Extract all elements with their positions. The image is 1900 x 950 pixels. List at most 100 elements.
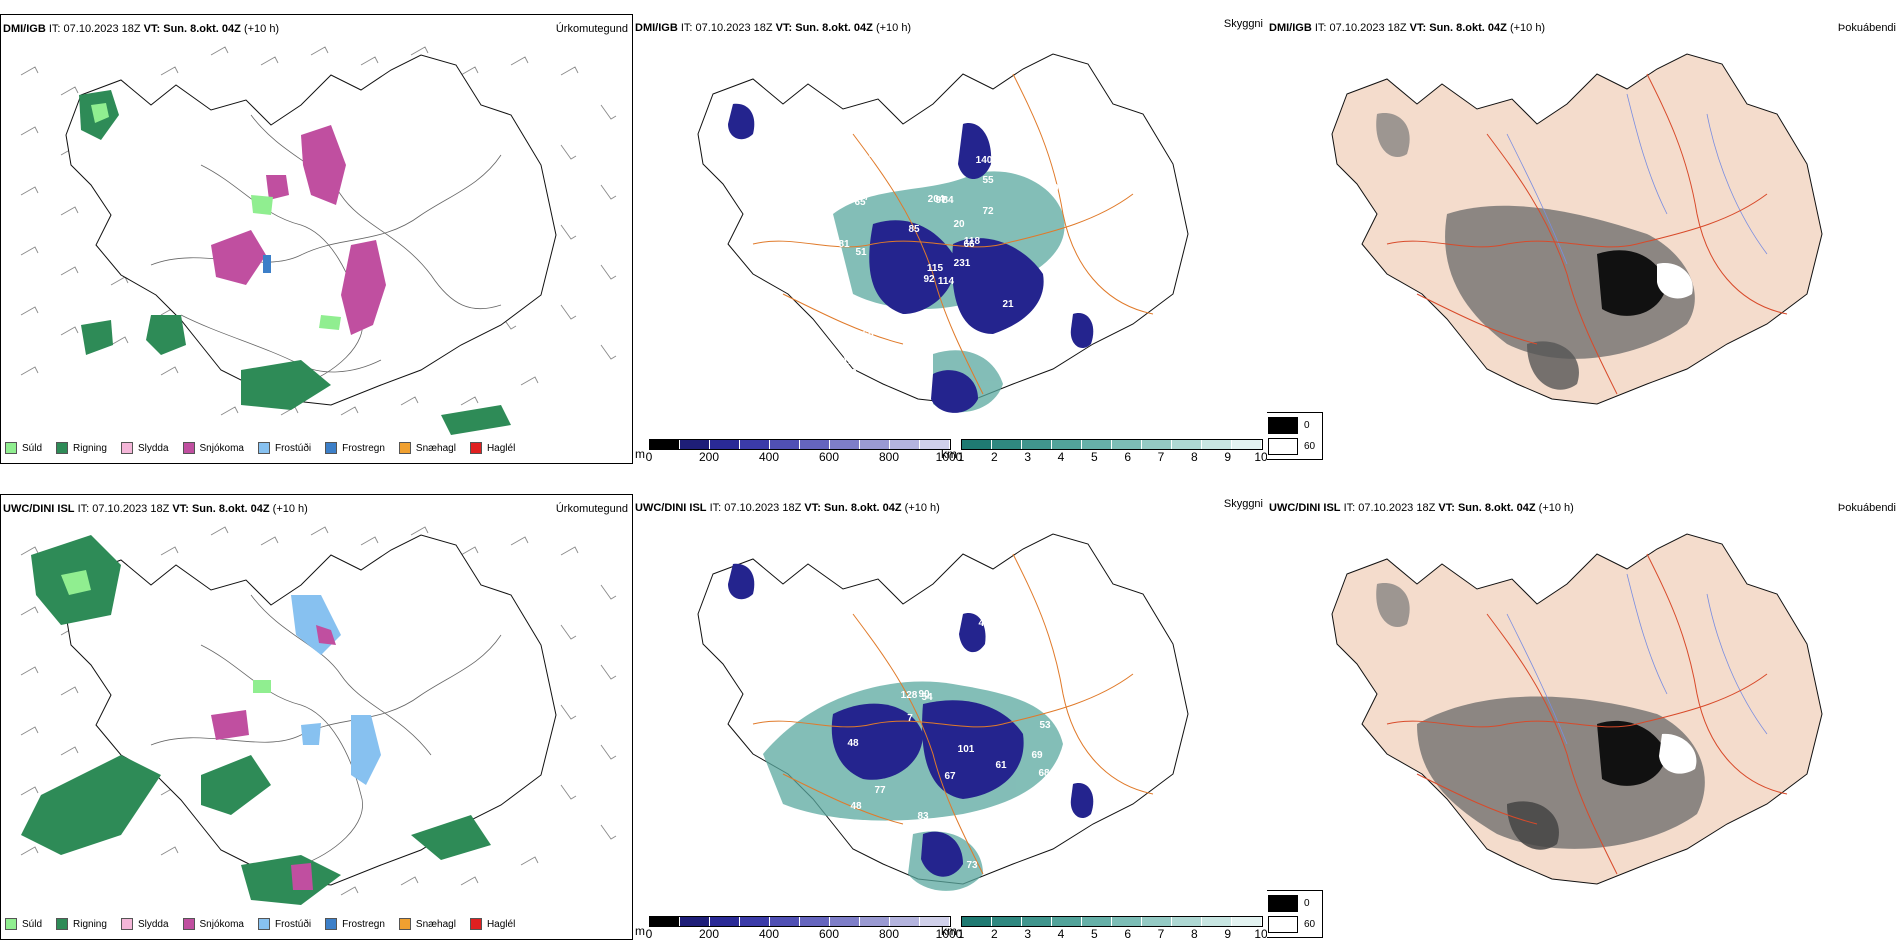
cloud-base-label: 88 — [855, 838, 867, 849]
colorbar-cell — [800, 917, 830, 926]
colorbar-tick-label: 0 — [645, 927, 653, 940]
legend-item-frostregn: Frostregn — [325, 918, 385, 930]
cloud-base-label: 53 — [1039, 720, 1051, 731]
colorbar-cell — [962, 440, 992, 449]
colorbar-tick-label: 1000 — [935, 450, 963, 464]
colorbar-cell — [860, 440, 890, 449]
cloud-base-label: 114 — [938, 276, 955, 287]
panel-header: UWC/DINI ISL IT: 07.10.2023 18Z VT: Sun.… — [3, 503, 308, 515]
legend-item-frostregn: Frostregn — [325, 442, 385, 454]
colorbar-cell — [1172, 440, 1202, 449]
panel-title: Skyggni — [1223, 18, 1263, 30]
colorbar-cell — [1022, 917, 1052, 926]
legend-item-slydda: Slydda — [120, 918, 169, 930]
colorbar-tick-label: 8 — [1190, 927, 1198, 940]
cloud-base-label: 167 — [929, 159, 946, 170]
fog-map — [1331, 53, 1823, 405]
ceiling-colorbar: m 0 200 400 600 800 1000 — [635, 439, 962, 464]
colorbar-cell — [1082, 917, 1112, 926]
colorbar-tick-label: 400 — [758, 927, 780, 940]
cloud-visibility-map: 61 69 88 118 54 37 48 42 128 73 92 48 104 117 83 53 67 10… — [697, 533, 1189, 891]
roads — [752, 73, 1154, 395]
panel-header: DMI/IGB IT: 07.10.2023 18Z VT: Sun. 8.ok… — [1269, 22, 1546, 34]
visibility-colorbar: km 1 2 3 4 5 6 7 8 9 10 — [941, 916, 1267, 940]
cloud-base-label: 231 — [954, 258, 971, 269]
cloud-base-label: 51 — [855, 247, 867, 258]
colorbar-cell — [1232, 917, 1262, 926]
colorbar-cell — [680, 917, 710, 926]
cloud-base-label: 37 — [1008, 834, 1020, 845]
roads — [1386, 553, 1788, 875]
legend-item-haglel: Haglél — [469, 442, 515, 454]
colorbar-cell — [1202, 917, 1232, 926]
visibility-colorbar: km 1 2 3 4 5 6 7 8 9 10 — [941, 439, 1267, 464]
cloud-base-label: 68 — [1038, 768, 1050, 779]
colorbar-tick-label: 400 — [758, 450, 780, 464]
cloud-base-label: 204 — [928, 194, 945, 205]
colorbar-cell — [740, 440, 770, 449]
colorbar-tick-label: 4 — [1057, 450, 1065, 464]
panel-header: DMI/IGB IT: 07.10.2023 18Z VT: Sun. 8.ok… — [635, 22, 912, 34]
cloud-base-label: 61 — [995, 760, 1007, 771]
panel-header: UWC/DINI ISL IT: 07.10.2023 18Z VT: Sun.… — [635, 502, 940, 514]
legend-item-snaehagl: Snæhagl — [398, 442, 456, 454]
colorbar-tick-label: 2 — [990, 450, 998, 464]
colorbar-tick-label: 2 — [990, 927, 998, 940]
colorbar-cell — [920, 440, 950, 449]
panel-dmi-fog: DMI/IGB IT: 07.10.2023 18Z VT: Sun. 8.ok… — [1267, 14, 1900, 464]
cloud-base-label: 73 — [966, 860, 978, 871]
cloud-base-label: 85 — [908, 224, 920, 235]
cloud-base-label: 96 — [866, 382, 878, 393]
cloud-base-label: 7 — [907, 713, 913, 724]
colorbar-tick-label: 200 — [698, 450, 720, 464]
colorbar-cell — [770, 917, 800, 926]
colorbar-tick-label: 10 — [1254, 450, 1267, 464]
cloud-base-label: 90 — [918, 689, 930, 700]
panel-dmi-cloud: 114 65 115 128 66 64 140 84 55 231 96 81 51 99 92 72 96 2… — [633, 14, 1267, 464]
colorbar-cell — [992, 440, 1022, 449]
colorbar-cell — [710, 917, 740, 926]
colorbar-cell — [1142, 917, 1172, 926]
legend-item-rigning: Rigning — [56, 918, 107, 930]
legend-item-snaehagl: Snæhagl — [398, 918, 456, 930]
cloud-base-label: 64 — [892, 331, 904, 342]
colorbar-tick-label: 5 — [1090, 927, 1098, 940]
cloud-base-label: 21 — [1002, 299, 1014, 310]
ceiling-colorbar: m 0 200 400 600 800 1000 — [635, 916, 962, 940]
fog-map — [1331, 533, 1823, 885]
cloud-base-label: 97 — [935, 195, 947, 206]
colorbar-cell — [920, 917, 950, 926]
cloud-base-label: 37 — [858, 192, 870, 203]
colorbar-tick-label: 3 — [1024, 450, 1031, 464]
colorbar-cell — [800, 440, 830, 449]
fog-key: 0 60 — [1267, 890, 1323, 938]
colorbar-cell — [1172, 917, 1202, 926]
legend-item-snjokoma: Snjókoma — [182, 442, 244, 454]
colorbar-cell — [770, 440, 800, 449]
cloud-areas — [728, 103, 1094, 413]
cloud-base-label: 84 — [942, 195, 954, 206]
colorbar-cell — [1142, 440, 1172, 449]
cloud-base-label: 128 — [843, 356, 860, 367]
colorbar-cell — [1022, 440, 1052, 449]
cloud-base-label: 48 — [850, 801, 862, 812]
panel-uwc-cloud: 61 69 88 118 54 37 48 42 128 73 92 48 104 117 83 53 67 10… — [633, 494, 1267, 940]
cloud-base-label: 83 — [917, 811, 929, 822]
colorbar-tick-label: 600 — [818, 927, 840, 940]
roads — [752, 553, 1154, 875]
cloud-base-label: 69 — [1031, 750, 1043, 761]
fog-key: 0 60 — [1267, 412, 1323, 460]
cloud-base-label: 128 — [901, 690, 918, 701]
cloud-base-label: 48 — [847, 738, 859, 749]
panel-title: Úrkomutegund — [555, 503, 628, 515]
legend-item-frostudi: Frostúði — [257, 918, 311, 930]
colorbar-tick-label: 6 — [1124, 450, 1131, 464]
colorbar-cell — [680, 440, 710, 449]
colorbar-cell — [1052, 917, 1082, 926]
colorbar-tick-label: 10 — [1254, 927, 1267, 940]
cloud-base-label: 92 — [847, 652, 859, 663]
colorbar-tick-label: 800 — [878, 450, 900, 464]
cloud-base-label: 81 — [1043, 378, 1055, 389]
rivers — [1506, 93, 1768, 265]
legend-item-frostudi: Frostúði — [257, 442, 311, 454]
